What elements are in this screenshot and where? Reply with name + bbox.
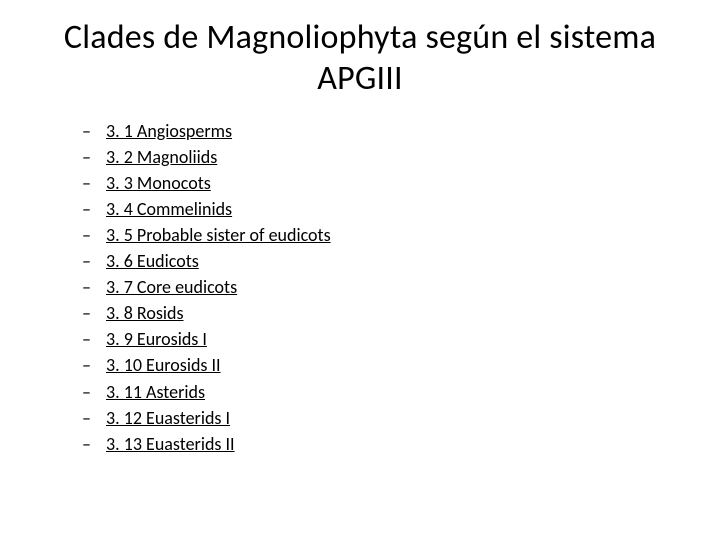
- list-link-eurosids-i[interactable]: 3. 9 Eurosids I: [106, 328, 207, 350]
- slide: Clades de Magnoliophyta según el sistema…: [0, 0, 720, 540]
- list-item: 3. 13 Euasterids II: [82, 431, 680, 457]
- list-link-commelinids[interactable]: 3. 4 Commelinids: [106, 198, 232, 220]
- list-link-euasterids-i[interactable]: 3. 12 Euasterids I: [106, 407, 230, 429]
- list-link-monocots[interactable]: 3. 3 Monocots: [106, 172, 211, 194]
- list-link-asterids[interactable]: 3. 11 Asterids: [106, 381, 205, 403]
- list-link-probable-sister[interactable]: 3. 5 Probable sister of eudicots: [106, 224, 331, 246]
- list-item: 3. 8 Rosids: [82, 300, 680, 326]
- slide-title: Clades de Magnoliophyta según el sistema…: [40, 18, 680, 100]
- list-item: 3. 2 Magnoliids: [82, 144, 680, 170]
- list-item: 3. 10 Eurosids II: [82, 352, 680, 378]
- list-link-euasterids-ii[interactable]: 3. 13 Euasterids II: [106, 433, 235, 455]
- list-link-angiosperms[interactable]: 3. 1 Angiosperms: [106, 120, 232, 142]
- list-item: 3. 12 Euasterids I: [82, 405, 680, 431]
- list-item: 3. 5 Probable sister of eudicots: [82, 222, 680, 248]
- list-item: 3. 6 Eudicots: [82, 248, 680, 274]
- list-link-eurosids-ii[interactable]: 3. 10 Eurosids II: [106, 354, 221, 376]
- list-link-rosids[interactable]: 3. 8 Rosids: [106, 302, 184, 324]
- list-item: 3. 3 Monocots: [82, 170, 680, 196]
- list-item: 3. 1 Angiosperms: [82, 118, 680, 144]
- list-link-core-eudicots[interactable]: 3. 7 Core eudicots: [106, 276, 237, 298]
- list-link-magnoliids[interactable]: 3. 2 Magnoliids: [106, 146, 217, 168]
- clade-list: 3. 1 Angiosperms 3. 2 Magnoliids 3. 3 Mo…: [40, 118, 680, 457]
- list-item: 3. 9 Eurosids I: [82, 326, 680, 352]
- list-item: 3. 11 Asterids: [82, 379, 680, 405]
- list-link-eudicots[interactable]: 3. 6 Eudicots: [106, 250, 199, 272]
- list-item: 3. 4 Commelinids: [82, 196, 680, 222]
- list-item: 3. 7 Core eudicots: [82, 274, 680, 300]
